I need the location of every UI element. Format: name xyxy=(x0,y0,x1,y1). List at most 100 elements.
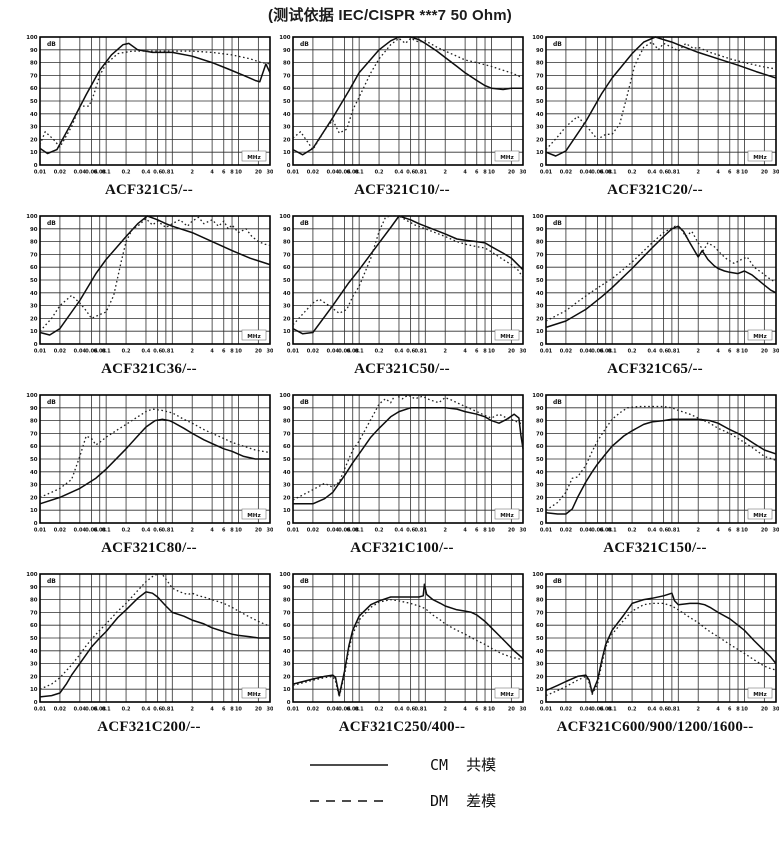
svg-text:80: 80 xyxy=(536,419,544,425)
svg-text:0.06: 0.06 xyxy=(338,528,351,534)
svg-text:100: 100 xyxy=(279,214,291,220)
svg-text:0.4: 0.4 xyxy=(648,170,657,176)
svg-text:0.02: 0.02 xyxy=(307,349,320,355)
svg-text:100: 100 xyxy=(279,393,291,399)
svg-text:0.04: 0.04 xyxy=(327,707,340,713)
svg-text:20: 20 xyxy=(255,170,262,176)
svg-text:0.2: 0.2 xyxy=(375,349,384,355)
svg-text:0.2: 0.2 xyxy=(628,528,637,534)
svg-text:60: 60 xyxy=(536,623,544,629)
svg-text:0.1: 0.1 xyxy=(102,170,111,176)
svg-text:1: 1 xyxy=(677,528,681,534)
svg-text:0.01: 0.01 xyxy=(540,528,553,534)
svg-text:90: 90 xyxy=(30,406,38,412)
svg-text:30: 30 xyxy=(520,349,526,355)
cm-curve xyxy=(39,42,271,155)
x-unit-label: MHz xyxy=(753,692,767,698)
svg-text:0.02: 0.02 xyxy=(54,707,67,713)
svg-text:4: 4 xyxy=(210,349,214,355)
svg-text:8: 8 xyxy=(483,707,487,713)
svg-text:0.1: 0.1 xyxy=(355,528,364,534)
svg-text:0.1: 0.1 xyxy=(355,170,364,176)
legend: CM 共模 DM 差模 xyxy=(308,754,520,811)
svg-text:40: 40 xyxy=(536,649,544,655)
svg-text:30: 30 xyxy=(30,125,38,131)
svg-text:40: 40 xyxy=(30,112,38,118)
svg-text:4: 4 xyxy=(716,170,720,176)
svg-text:2: 2 xyxy=(696,528,700,534)
dm-curve xyxy=(292,215,524,326)
chart-title: ACF321C50/-- xyxy=(354,361,450,377)
svg-text:6: 6 xyxy=(475,707,479,713)
svg-text:0.6: 0.6 xyxy=(153,707,162,713)
svg-text:0.01: 0.01 xyxy=(34,170,47,176)
svg-text:0.08: 0.08 xyxy=(600,170,613,176)
svg-text:0.04: 0.04 xyxy=(580,528,593,534)
svg-text:0.2: 0.2 xyxy=(122,707,131,713)
svg-text:0.01: 0.01 xyxy=(540,170,553,176)
svg-text:0.8: 0.8 xyxy=(414,349,423,355)
svg-text:20: 20 xyxy=(283,495,291,501)
svg-text:0.2: 0.2 xyxy=(122,170,131,176)
svg-text:50: 50 xyxy=(30,636,38,642)
y-unit-label: dB xyxy=(553,220,562,227)
svg-text:80: 80 xyxy=(536,598,544,604)
svg-text:10: 10 xyxy=(30,508,38,514)
svg-text:2: 2 xyxy=(696,707,700,713)
svg-text:30: 30 xyxy=(283,662,291,668)
svg-text:0.4: 0.4 xyxy=(142,528,151,534)
svg-text:20: 20 xyxy=(761,528,768,534)
svg-text:1: 1 xyxy=(424,349,428,355)
svg-text:0.08: 0.08 xyxy=(94,528,107,534)
svg-text:20: 20 xyxy=(508,170,515,176)
svg-text:0: 0 xyxy=(34,521,38,527)
chart-title: ACF321C5/-- xyxy=(104,182,194,198)
y-unit-label: dB xyxy=(553,41,562,48)
svg-text:0.4: 0.4 xyxy=(142,170,151,176)
svg-text:20: 20 xyxy=(255,349,262,355)
svg-text:90: 90 xyxy=(30,227,38,233)
svg-text:30: 30 xyxy=(536,483,544,489)
svg-text:40: 40 xyxy=(30,291,38,297)
svg-text:90: 90 xyxy=(536,48,544,54)
svg-text:30: 30 xyxy=(283,483,291,489)
x-unit-label: MHz xyxy=(500,334,514,340)
cm-curve xyxy=(545,225,777,329)
svg-text:10: 10 xyxy=(741,349,748,355)
svg-text:50: 50 xyxy=(30,457,38,463)
svg-text:0.02: 0.02 xyxy=(54,349,67,355)
svg-text:10: 10 xyxy=(283,508,291,514)
svg-text:0.06: 0.06 xyxy=(338,349,351,355)
svg-text:6: 6 xyxy=(475,349,479,355)
svg-text:10: 10 xyxy=(235,707,242,713)
svg-text:10: 10 xyxy=(283,329,291,335)
svg-text:0.06: 0.06 xyxy=(591,707,604,713)
svg-text:0.4: 0.4 xyxy=(648,707,657,713)
svg-text:0.6: 0.6 xyxy=(153,170,162,176)
svg-text:20: 20 xyxy=(536,316,544,322)
chart-panel-ACF321C600-900-1200-1600: 0 10 20 30 40 50 60 70 80 90 100 0.01 0.02 0.04 0.06 0.… xyxy=(531,570,779,736)
dm-curve xyxy=(39,216,271,332)
svg-text:1: 1 xyxy=(424,707,428,713)
svg-text:20: 20 xyxy=(536,137,544,143)
svg-text:0: 0 xyxy=(34,700,38,706)
svg-text:100: 100 xyxy=(26,393,38,399)
svg-text:80: 80 xyxy=(283,598,291,604)
svg-text:0.04: 0.04 xyxy=(74,707,87,713)
svg-text:50: 50 xyxy=(536,457,544,463)
svg-text:20: 20 xyxy=(255,528,262,534)
svg-text:0.1: 0.1 xyxy=(608,528,617,534)
svg-text:50: 50 xyxy=(536,636,544,642)
x-unit-label: MHz xyxy=(753,334,767,340)
svg-text:0.8: 0.8 xyxy=(667,349,676,355)
svg-text:60: 60 xyxy=(30,623,38,629)
svg-text:0.6: 0.6 xyxy=(406,707,415,713)
y-unit-label: dB xyxy=(553,578,562,585)
svg-text:0.08: 0.08 xyxy=(600,528,613,534)
svg-text:1: 1 xyxy=(171,170,175,176)
chart-title: ACF321C80/-- xyxy=(101,540,197,556)
svg-text:0: 0 xyxy=(34,342,38,348)
